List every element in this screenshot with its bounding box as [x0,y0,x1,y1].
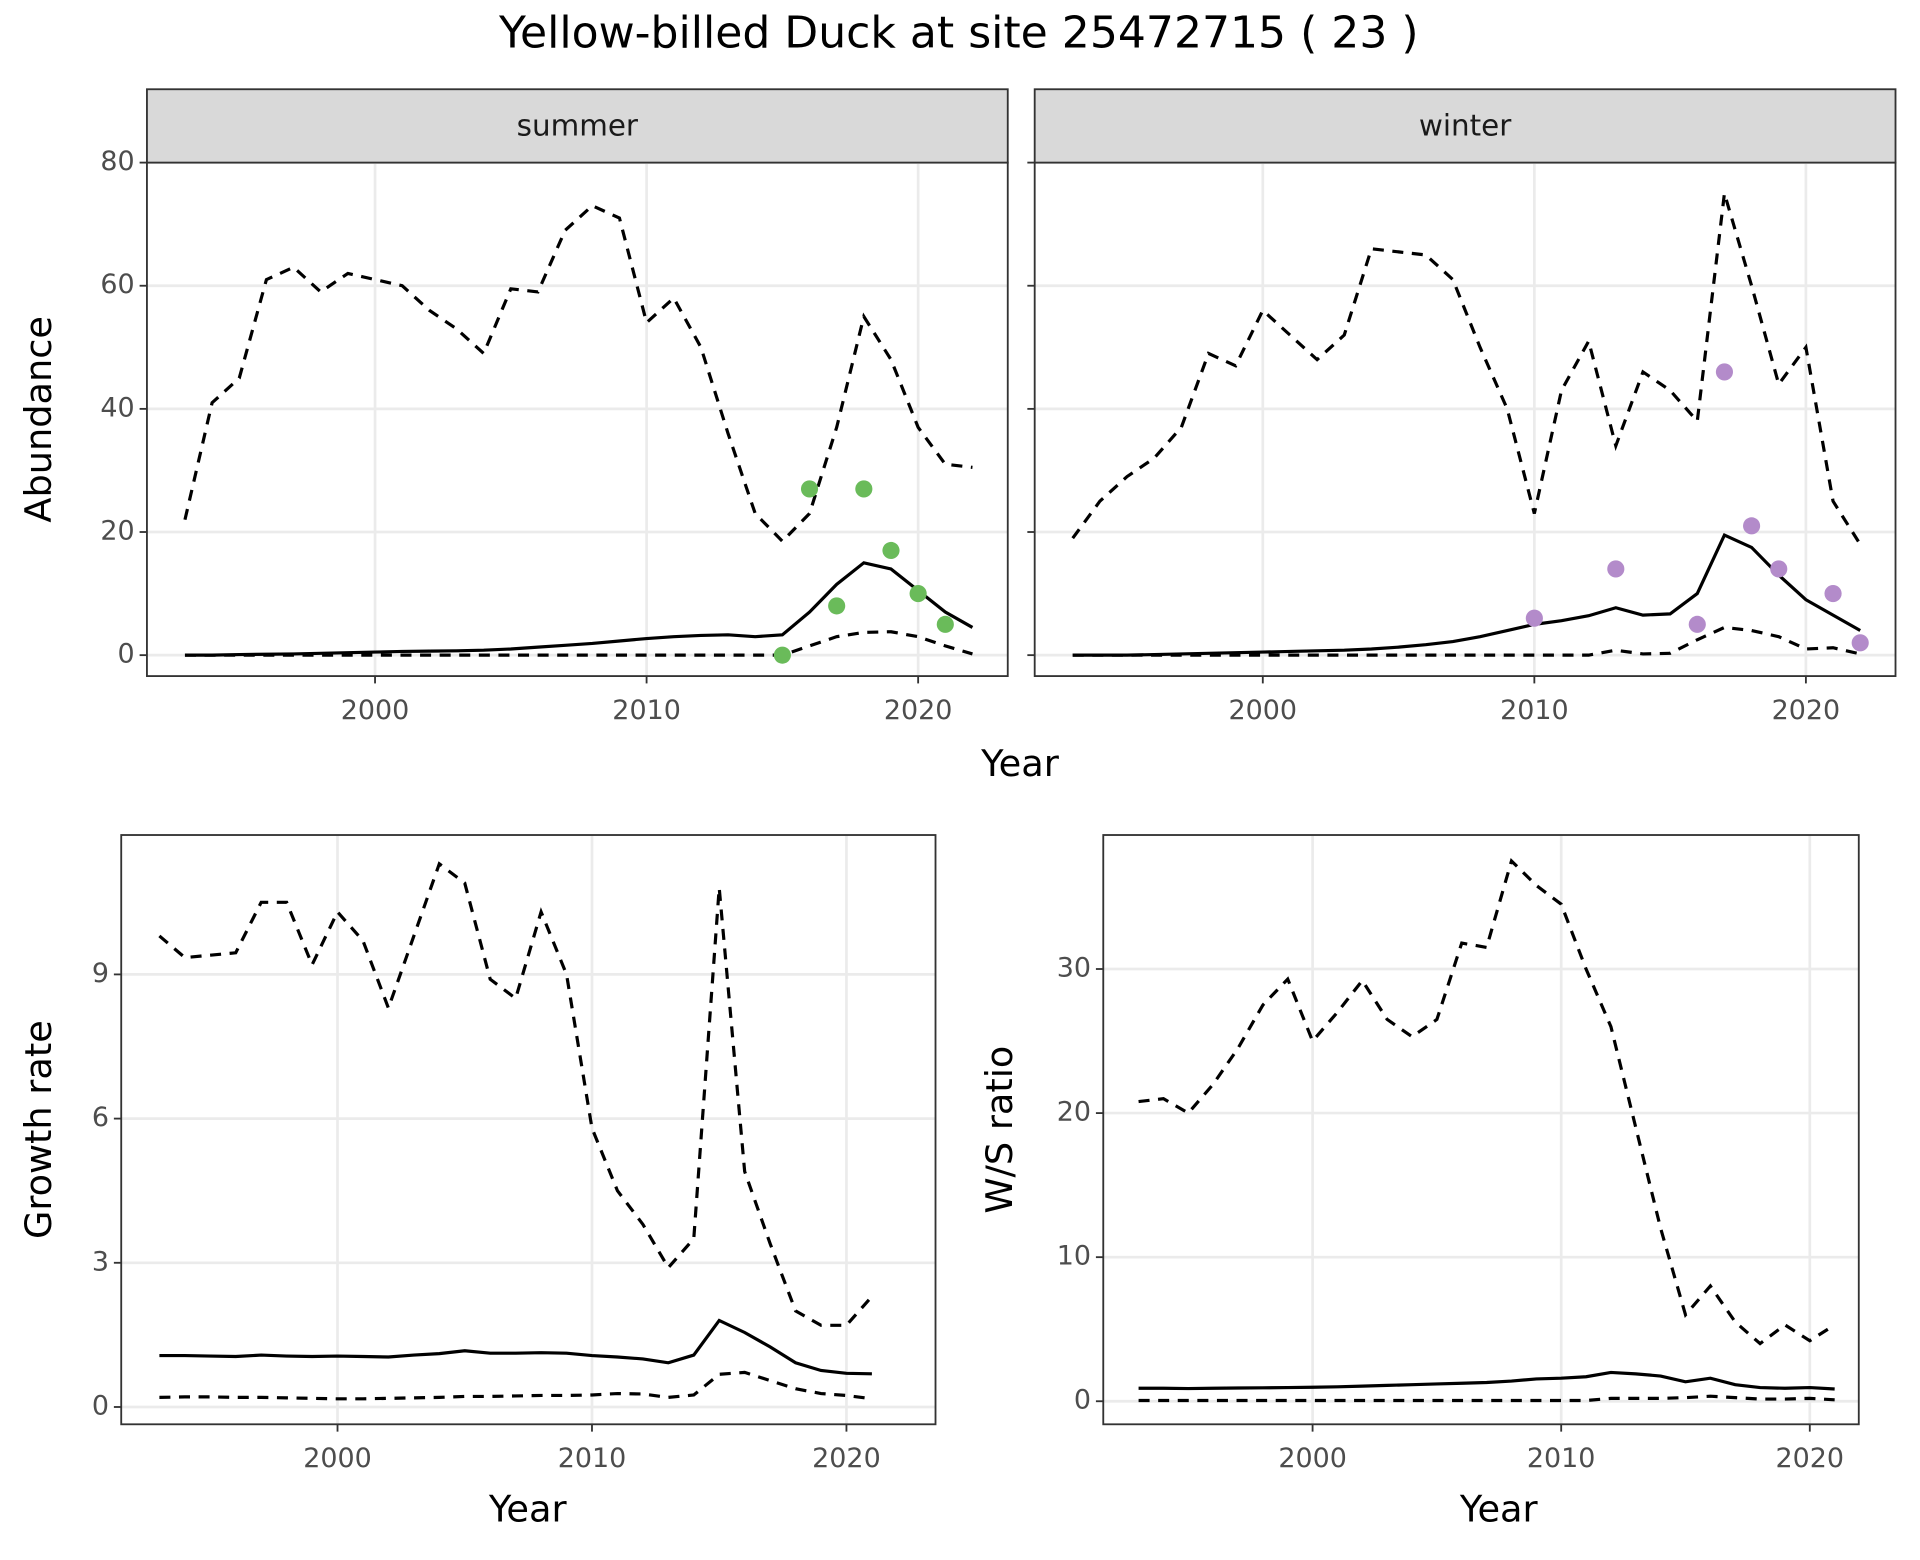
facet-strip [1033,88,1897,164]
data-point [1770,560,1788,578]
y-tick-label: 0 [118,639,135,670]
data-point [828,597,846,615]
panel-border [120,834,937,1426]
x-tick-label: 2000 [1229,695,1298,726]
x-tick-label: 2010 [558,1443,627,1474]
x-axis-title: Year [1459,1488,1539,1531]
x-tick-label: 2020 [1776,1443,1845,1474]
data-point [936,615,954,633]
estimate-line [1072,532,1861,657]
facet-strip [146,88,1009,164]
y-tick-label: 60 [100,269,134,300]
data-point [909,585,927,603]
x-tick-label: 2020 [1772,695,1841,726]
x-axis-title: Year [980,742,1060,785]
estimate-line [159,1318,872,1376]
x-tick-label: 2000 [303,1443,372,1474]
interval-line [183,203,973,544]
y-tick-label: 20 [1057,1097,1091,1128]
panel-background [1103,835,1859,1425]
facet-label: summer [517,109,639,143]
x-axis-title: Year [488,1488,568,1531]
interval-line [1071,192,1862,546]
panel-background [1034,162,1896,677]
interval-line [159,1370,873,1401]
y-tick-label: 3 [92,1246,109,1277]
data-point [1525,609,1543,627]
y-tick-label: 20 [100,516,134,547]
x-tick-label: 2000 [1278,1443,1347,1474]
y-axis-title: Growth rate [17,1020,60,1239]
x-tick-label: 2010 [612,695,681,726]
interval-line [1138,857,1836,1346]
data-point [800,480,819,498]
panel-background [121,835,936,1425]
x-tick-label: 2000 [341,695,410,726]
y-tick-label: 40 [100,392,134,423]
data-point [1851,634,1869,652]
data-point [1688,615,1706,633]
x-tick-label: 2020 [812,1443,881,1474]
data-point [1743,517,1761,535]
x-tick-label: 2020 [884,695,953,726]
y-tick-label: 6 [92,1102,109,1133]
panel-background [146,162,1008,677]
figure-title: Yellow-billed Duck at site 25472715 ( 23… [498,7,1419,58]
y-tick-label: 30 [1057,953,1091,984]
panel-border [1102,834,1860,1426]
y-axis-title: W/S ratio [978,1046,1021,1214]
interval-line [158,861,874,1327]
data-point [1715,363,1734,381]
estimate-line [1138,1370,1835,1391]
data-point [882,541,900,560]
y-tick-label: 9 [92,958,109,989]
data-point [855,480,873,498]
data-point [1607,560,1625,578]
data-point [1824,585,1842,603]
estimate-line [184,561,974,657]
y-axis-title: Abundance [17,316,60,522]
data-point [773,646,791,664]
x-tick-label: 2010 [1500,695,1569,726]
y-tick-label: 80 [100,146,134,177]
y-tick-label: 0 [1074,1385,1091,1416]
interval-line [1072,625,1861,657]
y-tick-label: 10 [1057,1241,1091,1272]
facet-label: winter [1419,109,1512,143]
x-tick-label: 2010 [1527,1443,1596,1474]
interval-line [184,630,973,657]
y-tick-label: 0 [92,1391,109,1422]
